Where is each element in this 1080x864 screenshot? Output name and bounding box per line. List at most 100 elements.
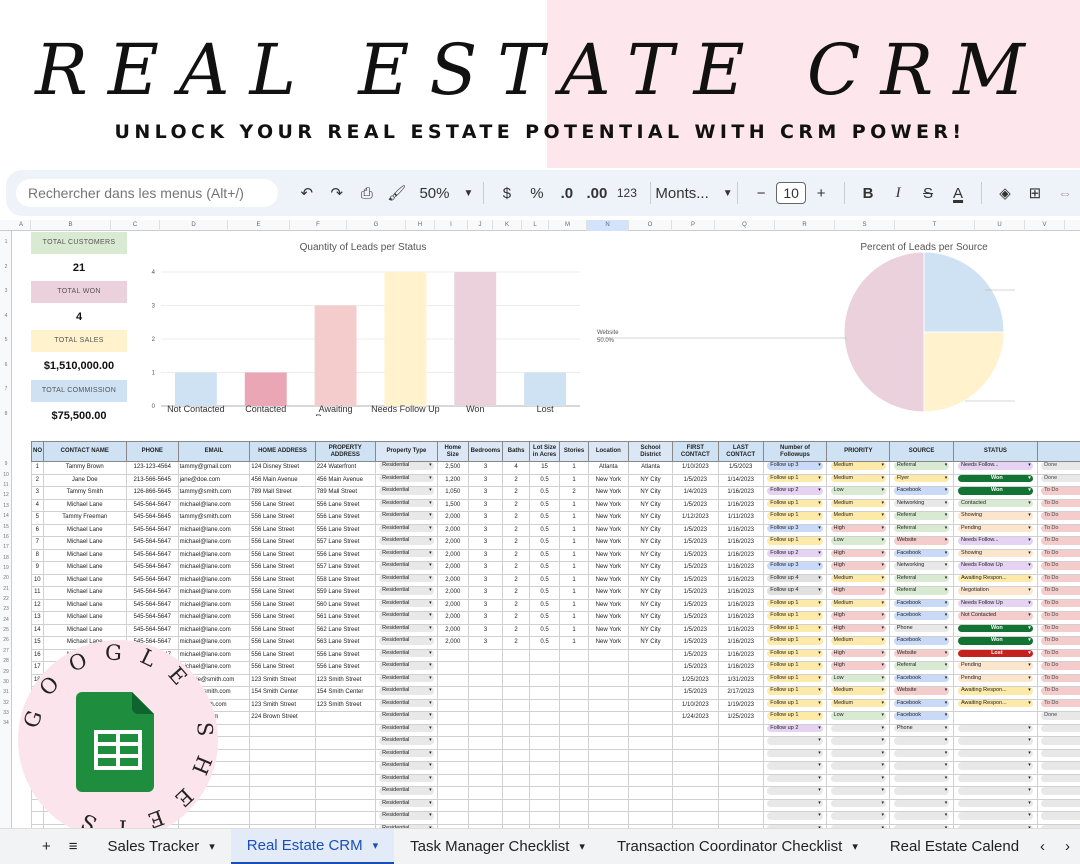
table-cell[interactable]: 556 Lane Street	[314, 511, 376, 525]
dropdown-cell[interactable]: High	[826, 661, 891, 675]
dropdown-cell[interactable]: Facebook	[889, 711, 954, 725]
dropdown-chip[interactable]: To Do	[1041, 524, 1080, 532]
dropdown-chip[interactable]	[957, 799, 1033, 807]
table-cell[interactable]	[717, 823, 764, 828]
dropdown-chip[interactable]: Referral	[893, 662, 950, 670]
dropdown-chip[interactable]: Needs Follow...	[957, 537, 1033, 545]
dropdown-chip[interactable]: To Do	[1041, 624, 1080, 632]
dropdown-chip[interactable]: Residential	[379, 587, 434, 595]
table-cell[interactable]: 1	[31, 461, 44, 475]
dropdown-chip[interactable]	[1041, 824, 1080, 828]
dropdown-cell[interactable]	[762, 736, 828, 750]
table-cell[interactable]	[502, 723, 530, 737]
dropdown-chip[interactable]: Medium	[830, 462, 886, 470]
table-cell[interactable]: 3	[467, 548, 504, 562]
dropdown-chip[interactable]	[830, 812, 886, 820]
table-cell[interactable]: 1	[559, 498, 589, 512]
table-cell[interactable]: 557 Lane Street	[314, 536, 376, 550]
dropdown-cell[interactable]: Follow up 1	[762, 623, 828, 637]
row-header[interactable]: 13	[3, 502, 9, 509]
dropdown-cell[interactable]: Residential	[374, 823, 439, 828]
table-cell[interactable]	[314, 736, 376, 750]
dropdown-chip[interactable]	[1041, 724, 1080, 732]
column-header[interactable]: O	[629, 220, 672, 231]
table-cell[interactable]: 0.5	[528, 486, 561, 500]
table-cell[interactable]: 556 Lane Street	[249, 523, 316, 537]
dropdown-chip[interactable]: Residential	[379, 774, 434, 782]
table-cell[interactable]	[528, 648, 561, 662]
table-cell[interactable]: 3	[467, 486, 504, 500]
table-cell[interactable]: 545-564-5647	[125, 498, 179, 512]
table-cell[interactable]: NY City	[627, 523, 674, 537]
table-cell[interactable]	[467, 686, 504, 700]
dropdown-chip[interactable]: Phone	[893, 624, 950, 632]
table-cell[interactable]	[314, 748, 376, 762]
table-cell[interactable]: Michael Lane	[42, 561, 127, 575]
dropdown-cell[interactable]	[826, 736, 891, 750]
decrease-decimals-button[interactable]: .0	[560, 184, 574, 202]
table-cell[interactable]: 1/16/2023	[717, 636, 764, 650]
dropdown-chip[interactable]: Referral	[893, 462, 950, 470]
table-cell[interactable]: michael@lane.com	[177, 548, 251, 562]
dropdown-chip[interactable]: Follow up 1	[767, 537, 823, 545]
dropdown-cell[interactable]: Awaiting Respon...	[952, 573, 1039, 587]
column-heading[interactable]: Home Size	[437, 441, 469, 462]
table-cell[interactable]: 556 Lane Street	[249, 498, 316, 512]
table-cell[interactable]	[314, 811, 376, 825]
table-cell[interactable]: 2,000	[437, 636, 469, 650]
dropdown-chip[interactable]	[957, 824, 1033, 828]
table-cell[interactable]	[249, 736, 316, 750]
dropdown-chip[interactable]	[830, 762, 886, 770]
dropdown-cell[interactable]: To Do	[1037, 536, 1080, 550]
row-header[interactable]: 1	[4, 239, 8, 245]
table-cell[interactable]	[314, 773, 376, 787]
dropdown-chip[interactable]: To Do	[1041, 487, 1080, 495]
table-cell[interactable]: 556 Lane Street	[249, 598, 316, 612]
table-cell[interactable]: 789 Mall Street	[314, 486, 376, 500]
table-cell[interactable]: 556 Lane Street	[314, 498, 376, 512]
dropdown-cell[interactable]	[826, 723, 891, 737]
table-cell[interactable]	[627, 748, 674, 762]
dropdown-chip[interactable]: To Do	[1041, 562, 1080, 570]
dropdown-cell[interactable]	[826, 786, 891, 800]
bar[interactable]	[524, 372, 567, 407]
dropdown-cell[interactable]: Residential	[374, 798, 439, 812]
table-cell[interactable]: 4	[502, 461, 530, 475]
dropdown-chip[interactable]: Medium	[830, 474, 886, 482]
table-cell[interactable]	[437, 723, 469, 737]
table-cell[interactable]: 2	[502, 548, 530, 562]
column-heading[interactable]: Stories	[559, 441, 589, 462]
dropdown-cell[interactable]: Showing	[952, 548, 1039, 562]
table-cell[interactable]: 0.5	[528, 636, 561, 650]
row-header[interactable]: 12	[3, 492, 9, 499]
table-cell[interactable]: 154 Smith Center	[314, 686, 376, 700]
table-cell[interactable]: 2,000	[437, 611, 469, 625]
table-cell[interactable]	[587, 723, 629, 737]
dropdown-cell[interactable]	[1037, 736, 1080, 750]
table-cell[interactable]: 3	[467, 573, 504, 587]
dropdown-cell[interactable]: Referral	[889, 461, 954, 475]
dropdown-cell[interactable]	[889, 736, 954, 750]
table-cell[interactable]	[559, 736, 589, 750]
dropdown-chip[interactable]: Follow up 1	[767, 674, 823, 682]
dropdown-cell[interactable]: Medium	[826, 598, 891, 612]
table-cell[interactable]	[528, 798, 561, 812]
italic-icon[interactable]: I	[895, 184, 901, 201]
column-heading[interactable]: School District	[627, 441, 674, 462]
column-header[interactable]: B	[31, 220, 111, 231]
dropdown-cell[interactable]: Facebook	[889, 486, 954, 500]
table-cell[interactable]: 1/5/2023	[672, 536, 719, 550]
dropdown-chip[interactable]: Residential	[379, 574, 434, 582]
row-header[interactable]: 2	[4, 263, 8, 270]
table-cell[interactable]: 556 Lane Street	[249, 561, 316, 575]
table-cell[interactable]: 3	[467, 511, 504, 525]
dropdown-cell[interactable]: Residential	[374, 723, 439, 737]
table-cell[interactable]: New York	[587, 486, 629, 500]
dropdown-chip[interactable]: Residential	[379, 812, 434, 820]
dropdown-cell[interactable]: To Do	[1037, 698, 1080, 712]
table-cell[interactable]: 1/14/2023	[717, 473, 764, 487]
dropdown-chip[interactable]: Residential	[379, 512, 434, 520]
column-heading[interactable]: Property Type	[374, 441, 439, 462]
dropdown-chip[interactable]: Follow up 1	[767, 499, 823, 507]
dropdown-chip[interactable]	[1041, 812, 1080, 820]
